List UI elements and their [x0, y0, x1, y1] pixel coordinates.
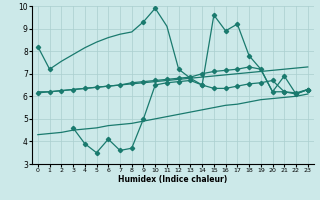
X-axis label: Humidex (Indice chaleur): Humidex (Indice chaleur): [118, 175, 228, 184]
